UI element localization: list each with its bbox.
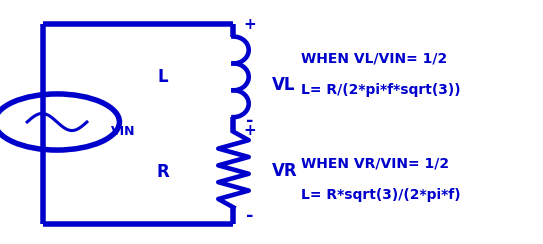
Text: L: L (157, 68, 168, 86)
Text: VIN: VIN (111, 125, 136, 138)
Text: +: + (243, 17, 256, 32)
Text: VL: VL (272, 76, 295, 94)
Text: L= R*sqrt(3)/(2*pi*f): L= R*sqrt(3)/(2*pi*f) (301, 188, 461, 202)
Text: VR: VR (272, 162, 297, 180)
Text: -: - (246, 207, 254, 225)
Text: WHEN VR/VIN= 1/2: WHEN VR/VIN= 1/2 (301, 156, 450, 171)
Text: WHEN VL/VIN= 1/2: WHEN VL/VIN= 1/2 (301, 51, 447, 66)
Text: -: - (246, 112, 254, 130)
Text: R: R (156, 163, 169, 181)
Text: +: + (243, 123, 256, 138)
Text: L= R/(2*pi*f*sqrt(3)): L= R/(2*pi*f*sqrt(3)) (301, 83, 461, 97)
